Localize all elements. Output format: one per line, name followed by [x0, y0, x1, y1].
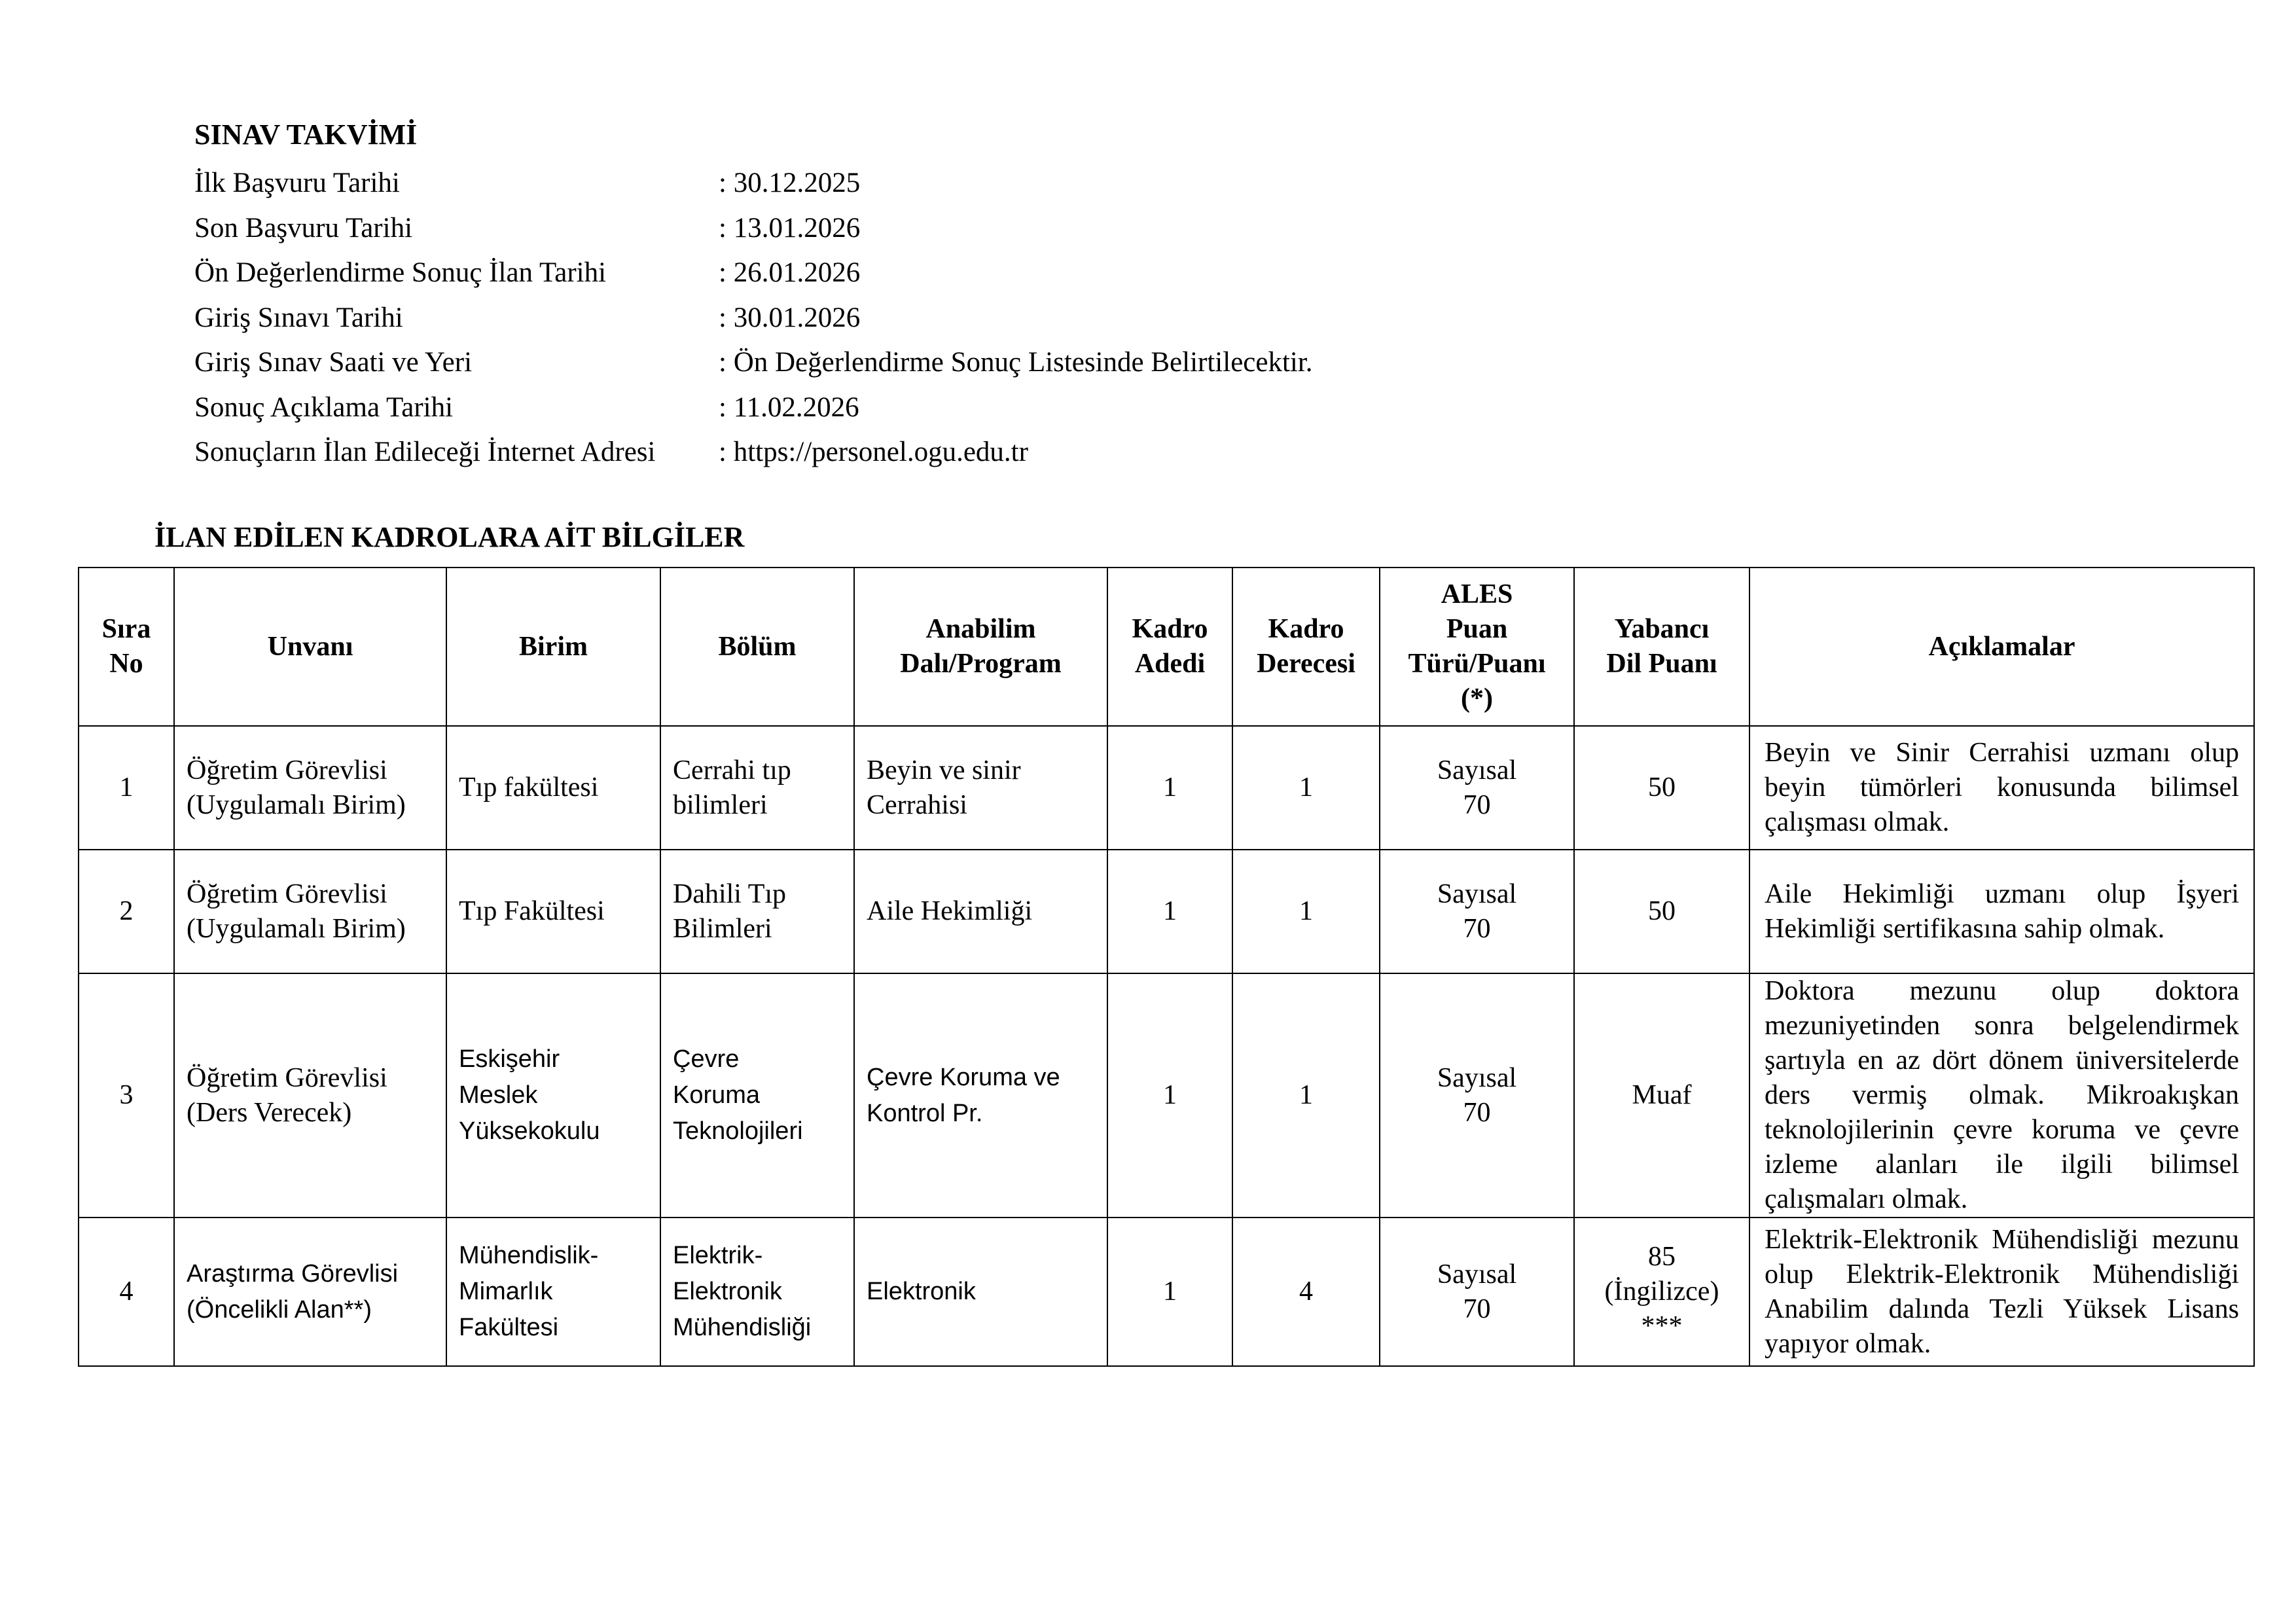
table-cell: 50 [1573, 725, 1750, 850]
table-cell: Araştırma Görevlisi (Öncelikli Alan**) [173, 1217, 447, 1367]
schedule-value: : 30.12.2025 [719, 168, 861, 198]
schedule-label: Ön Değerlendirme Sonuç İlan Tarihi [194, 257, 607, 288]
column-header: Anabilim Dalı/Program [853, 567, 1108, 727]
schedule-title: SINAV TAKVİMİ [194, 118, 418, 151]
table-cell: Öğretim Görevlisi (Ders Verecek) [173, 973, 447, 1218]
table-cell: Sayısal 70 [1379, 849, 1575, 974]
schedule-list: İlk Başvuru Tarihi : 30.12.2025 Son Başvur… [194, 161, 1313, 475]
table-cell: 1 [1107, 1217, 1233, 1367]
table-cell: 1 [1232, 849, 1380, 974]
table-cell: Aile Hekimliği [853, 849, 1108, 974]
schedule-item: İlk Başvuru Tarihi : 30.12.2025 [194, 161, 1313, 206]
table-cell: Çevre Koruma ve Kontrol Pr. [853, 973, 1108, 1218]
column-header: Kadro Adedi [1107, 567, 1233, 727]
table-cell: Eskişehir Meslek Yüksekokulu [446, 973, 661, 1218]
schedule-label: Giriş Sınavı Tarihi [194, 302, 403, 333]
column-header: Kadro Derecesi [1232, 567, 1380, 727]
table-cell: 1 [1232, 725, 1380, 850]
table-cell: 4 [78, 1217, 175, 1367]
table-cell: Doktora mezunu olup doktora mezuniyetind… [1749, 973, 2255, 1218]
column-header: Bölüm [660, 567, 855, 727]
table-cell: Elektronik [853, 1217, 1108, 1367]
table-cell: Aile Hekimliği uzmanı olup İşyeri Hekiml… [1749, 849, 2255, 974]
schedule-value: : 13.01.2026 [719, 212, 861, 244]
column-header: Birim [446, 567, 661, 727]
schedule-label: Sonuçların İlan Edileceği İnternet Adres… [194, 437, 656, 467]
table-cell: Tıp fakültesi [446, 725, 661, 850]
schedule-value[interactable]: : https://personel.ogu.edu.tr [719, 437, 1028, 467]
schedule-label: Giriş Sınav Saati ve Yeri [194, 347, 473, 378]
table-cell: Öğretim Görevlisi (Uygulamalı Birim) [173, 725, 447, 850]
table-cell: 1 [1107, 725, 1233, 850]
table-cell: Sayısal 70 [1379, 973, 1575, 1218]
table-cell: Cerrahi tıp bilimleri [660, 725, 855, 850]
schedule-value: : 30.01.2026 [719, 302, 861, 333]
table-row: 3 Öğretim Görevlisi (Ders Verecek) Eskişeh… [78, 973, 2255, 1218]
table-cell: Beyin ve Sinir Cerrahisi uzmanı olup bey… [1749, 725, 2255, 850]
table-cell: 1 [1107, 849, 1233, 974]
table-cell: Öğretim Görevlisi (Uygulamalı Birim) [173, 849, 447, 974]
table-cell: 50 [1573, 849, 1750, 974]
schedule-value: : Ön Değerlendirme Sonuç Listesinde Beli… [719, 347, 1313, 378]
table-header-row: Sıra No Unvanı Birim Bölüm Anabilim Dalı/Pro… [78, 567, 2255, 727]
table-cell: 3 [78, 973, 175, 1218]
positions-table: Sıra No Unvanı Birim Bölüm Anabilim Dalı/Pro… [78, 567, 2255, 1367]
table-cell: Dahili Tıp Bilimleri [660, 849, 855, 974]
schedule-item: Sonuç Açıklama Tarihi : 11.02.2026 [194, 386, 1313, 431]
schedule-value: : 26.01.2026 [719, 257, 861, 288]
column-header: Sıra No [78, 567, 175, 727]
table-row: 4 Araştırma Görevlisi (Öncelikli Alan**) M… [78, 1217, 2255, 1367]
schedule-item: Giriş Sınav Saati ve Yeri : Ön Değerlendi… [194, 340, 1313, 386]
table-cell: Muaf [1573, 973, 1750, 1218]
column-header: ALES Puan Türü/Puanı (*) [1379, 567, 1575, 727]
column-header: Açıklamalar [1749, 567, 2255, 727]
table-cell: 2 [78, 849, 175, 974]
positions-title: İLAN EDİLEN KADROLARA AİT BİLGİLER [154, 521, 745, 553]
column-header: Yabancı Dil Puanı [1573, 567, 1750, 727]
table-cell: Tıp Fakültesi [446, 849, 661, 974]
schedule-label: Sonuç Açıklama Tarihi [194, 391, 454, 423]
table-cell: Sayısal 70 [1379, 725, 1575, 850]
schedule-item: Sonuçların İlan Edileceği İnternet Adres… [194, 430, 1313, 475]
table-cell: Çevre Koruma Teknolojileri [660, 973, 855, 1218]
schedule-label: İlk Başvuru Tarihi [194, 168, 400, 198]
table-row: 1 Öğretim Görevlisi (Uygulamalı Birim) Tıp… [78, 725, 2255, 850]
table-cell: Sayısal 70 [1379, 1217, 1575, 1367]
table-cell: Elektrik- Elektronik Mühendisliği [660, 1217, 855, 1367]
table-cell: 1 [1107, 973, 1233, 1218]
schedule-item: Son Başvuru Tarihi : 13.01.2026 [194, 206, 1313, 251]
table-cell: 85 (İngilizce) *** [1573, 1217, 1750, 1367]
schedule-item: Giriş Sınavı Tarihi : 30.01.2026 [194, 296, 1313, 341]
table-cell: 1 [1232, 973, 1380, 1218]
schedule-item: Ön Değerlendirme Sonuç İlan Tarihi : 26.0… [194, 251, 1313, 296]
table-row: 2 Öğretim Görevlisi (Uygulamalı Birim) Tıp… [78, 849, 2255, 974]
schedule-value: : 11.02.2026 [719, 391, 859, 423]
table-cell: 1 [78, 725, 175, 850]
table-cell: Elektrik-Elektronik Mühendisliği mezunu … [1749, 1217, 2255, 1367]
table-cell: Mühendislik- Mimarlık Fakültesi [446, 1217, 661, 1367]
column-header: Unvanı [173, 567, 447, 727]
schedule-label: Son Başvuru Tarihi [194, 212, 413, 244]
table-cell: Beyin ve sinir Cerrahisi [853, 725, 1108, 850]
table-cell: 4 [1232, 1217, 1380, 1367]
